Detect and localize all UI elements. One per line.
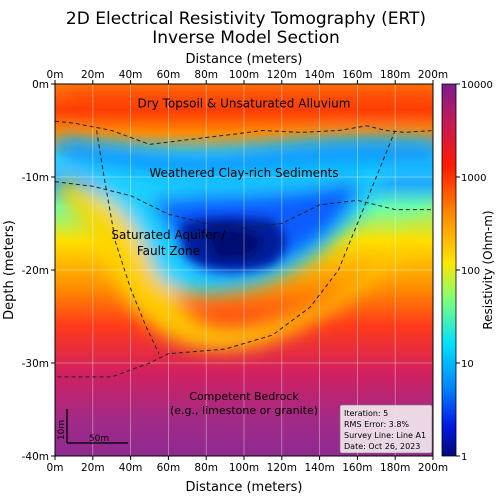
x-tick-top-label-3: 60m (157, 69, 181, 81)
layer-label-2: Saturated Aquifer / Fault Zone (111, 228, 226, 258)
x-tick-top-label-8: 160m (342, 69, 372, 81)
x-tick-top-label-5: 100m (229, 69, 259, 81)
colorbar-tick-label-2: 100 (461, 266, 480, 277)
x-tick-top-label-1: 20m (81, 69, 105, 81)
chart-title: 2D Electrical Resistivity Tomography (ER… (66, 9, 426, 29)
colorbar-tick-label-1: 1000 (461, 173, 486, 184)
x-tick-bottom-label-2: 40m (119, 462, 143, 474)
x-axis-label-top: Distance (meters) (186, 52, 303, 67)
y-tick-label-3: -30m (22, 358, 49, 370)
info-box: Iteration: 5 RMS Error: 3.8% Survey Line… (339, 404, 433, 454)
x-ticks-bottom: 0m 20m 40m 60m 80m 100m 120m 140m 160m 180m 200m (47, 456, 448, 474)
x-tick-bottom-label-7: 140m (304, 462, 334, 474)
colorbar-ticks: 10000 1000 100 10 1 (456, 80, 493, 463)
y-tick-label-4: -40m (22, 451, 49, 463)
x-ticks-top: 0m 20m 40m 60m 80m 100m 120m 140m 160m 180m 200m (47, 69, 448, 84)
colorbar-gradient (441, 83, 457, 457)
colorbar: 10000 1000 100 10 1 Resistivity (Ohm-m) (441, 80, 495, 463)
y-tick-label-1: -10m (22, 172, 49, 184)
x-tick-bottom-label-5: 100m (229, 462, 259, 474)
scale-bar-horizontal-label: 50m (89, 434, 109, 444)
layer-label-1: Weathered Clay-rich Sediments (149, 166, 338, 180)
x-tick-top-label-10: 200m (418, 69, 448, 81)
x-tick-top-label-7: 140m (304, 69, 334, 81)
boundary-clay-base (55, 181, 433, 229)
boundary-topsoil-base (55, 120, 433, 145)
x-tick-top-label-9: 180m (380, 69, 410, 81)
x-tick-bottom-label-0: 0m (47, 462, 64, 474)
layer-labels: Dry Topsoil & Unsaturated Alluvium Weathe… (111, 96, 350, 417)
info-line-rms-error: RMS Error: 3.8% (344, 420, 409, 429)
x-tick-bottom-label-3: 60m (157, 462, 181, 474)
colorbar-tick-label-0: 10000 (461, 80, 493, 91)
resistivity-heatmap (55, 84, 433, 456)
scale-bar: 10m 50m (57, 409, 128, 444)
x-tick-bottom-label-4: 80m (194, 462, 218, 474)
y-ticks: 0m -10m -20m -30m -40m (22, 79, 55, 463)
chart-subtitle: Inverse Model Section (152, 28, 340, 48)
x-tick-bottom-label-1: 20m (81, 462, 105, 474)
scale-bar-vertical-label: 10m (57, 420, 67, 440)
layer-label-3: Competent Bedrock (e.g., limestone or gra… (170, 390, 318, 417)
x-tick-bottom-label-8: 160m (342, 462, 372, 474)
layer-label-0: Dry Topsoil & Unsaturated Alluvium (138, 96, 351, 110)
info-line-date: Date: Oct 26, 2023 (344, 442, 420, 451)
layer-boundaries (55, 120, 433, 378)
y-tick-label-0: 0m (32, 79, 49, 91)
x-tick-bottom-label-9: 180m (380, 462, 410, 474)
x-tick-bottom-label-10: 200m (418, 462, 448, 474)
x-tick-top-label-6: 120m (267, 69, 297, 81)
x-axis-label-bottom: Distance (meters) (186, 480, 303, 495)
colorbar-tick-label-3: 10 (461, 359, 474, 370)
x-tick-top-label-2: 40m (119, 69, 143, 81)
x-tick-bottom-label-6: 120m (267, 462, 297, 474)
info-line-iteration: Iteration: 5 (344, 409, 388, 418)
grid-lines (55, 84, 433, 456)
x-tick-top-label-0: 0m (47, 69, 64, 81)
colorbar-tick-label-4: 1 (461, 452, 467, 463)
y-axis-label: Depth (meters) (2, 220, 17, 320)
x-tick-top-label-4: 80m (194, 69, 218, 81)
info-line-survey-line: Survey Line: Line A1 (344, 431, 426, 440)
y-tick-label-2: -20m (22, 265, 49, 277)
colorbar-label: Resistivity (Ohm-m) (481, 210, 495, 329)
